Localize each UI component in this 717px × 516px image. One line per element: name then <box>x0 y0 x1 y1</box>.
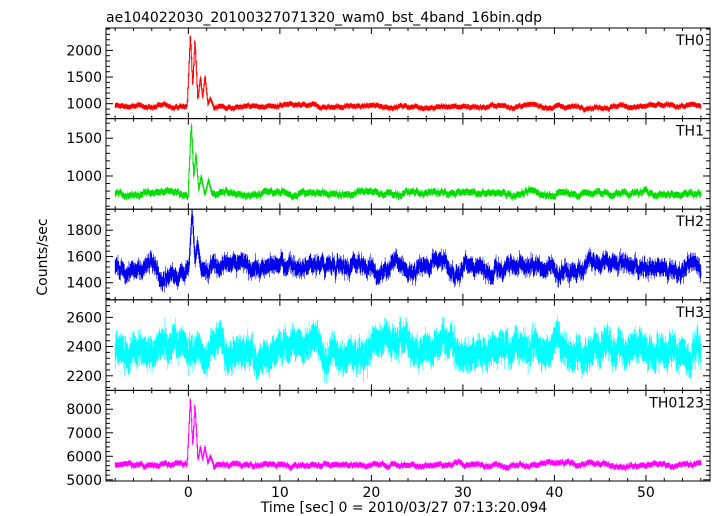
panel-th1: 1000 1500 TH1 <box>66 118 711 210</box>
y-tick-label: 1500 <box>66 70 102 86</box>
error-bars-th2 <box>114 209 702 293</box>
panel-label-th3: TH3 <box>675 305 704 321</box>
series-line-th3 <box>115 327 702 372</box>
panel-th0: 1000 1500 2000 TH0 <box>66 27 711 120</box>
series-line-th0 <box>115 36 702 111</box>
panel-th0123: 5000 6000 7000 8000 TH0123 <box>66 389 711 489</box>
panel-th2: 1400 1600 1800 TH2 <box>66 208 711 301</box>
panel-label-th1: TH1 <box>675 124 704 140</box>
y-tick-label: 1500 <box>66 131 102 147</box>
y-tick-label: 1000 <box>66 97 102 113</box>
y-axis-label: Counts/sec <box>35 218 51 295</box>
panels-layer: 1000 1500 2000 TH0 1000 1500 TH1 1400 1600 1800 TH… <box>66 27 711 489</box>
panel-label-th0: TH0 <box>675 33 704 49</box>
x-tick-label: 50 <box>637 485 655 501</box>
x-axis: 0 10 20 30 40 50 <box>184 485 655 501</box>
y-tick-label: 6000 <box>66 449 102 465</box>
series-line-th2 <box>115 214 702 286</box>
panel-th3: 2200 2400 2600 TH3 <box>66 299 711 391</box>
y-tick-label: 5000 <box>66 473 102 489</box>
x-tick-label: 40 <box>546 485 564 501</box>
chart-title: ae104022030_20100327071320_wam0_bst_4ban… <box>106 10 542 26</box>
error-bars-th0123 <box>114 397 702 472</box>
y-tick-label: 1800 <box>66 223 102 239</box>
y-tick-label: 1000 <box>66 169 102 185</box>
series-line-th1 <box>115 125 702 199</box>
x-tick-label: 10 <box>271 485 289 501</box>
y-tick-label: 8000 <box>66 402 102 418</box>
y-tick-label: 2400 <box>66 340 102 356</box>
panel-label-th2: TH2 <box>675 214 704 230</box>
panel-label-th0123: TH0123 <box>648 395 704 411</box>
x-tick-label: 20 <box>362 485 380 501</box>
x-tick-label: 30 <box>454 485 472 501</box>
x-axis-label: Time [sec] 0 = 2010/03/27 07:13:20.094 <box>260 500 548 516</box>
series-line-th0123 <box>115 399 702 470</box>
y-tick-label: 2600 <box>66 310 102 326</box>
y-tick-label: 7000 <box>66 426 102 442</box>
error-bars-th0 <box>114 34 702 113</box>
y-tick-label: 1400 <box>66 276 102 292</box>
y-tick-label: 1600 <box>66 249 102 265</box>
y-tick-label: 2200 <box>66 369 102 385</box>
y-tick-label: 2000 <box>66 43 102 59</box>
x-tick-label: 0 <box>184 485 193 501</box>
error-bars-th1 <box>114 122 702 202</box>
